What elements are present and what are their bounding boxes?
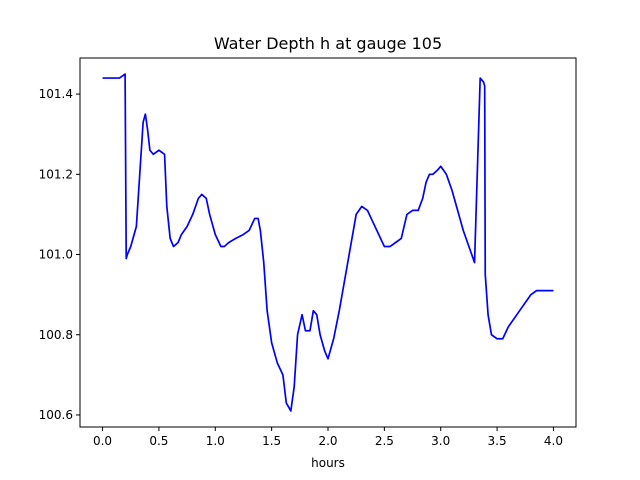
x-tick-label: 0.0: [93, 434, 112, 448]
x-tick-label: 3.0: [431, 434, 450, 448]
y-tick-label: 101.4: [39, 87, 73, 101]
x-tick-label: 2.0: [318, 434, 337, 448]
x-tick-label: 4.0: [544, 434, 563, 448]
x-tick-label: 1.0: [206, 434, 225, 448]
x-tick-label: 1.5: [262, 434, 281, 448]
y-tick-label: 100.6: [39, 408, 73, 422]
x-tick-label: 3.5: [488, 434, 507, 448]
chart-title: Water Depth h at gauge 105: [214, 34, 442, 53]
x-tick-label: 0.5: [149, 434, 168, 448]
y-tick-label: 101.2: [39, 167, 73, 181]
x-axis-label: hours: [311, 456, 345, 470]
y-tick-label: 100.8: [39, 328, 73, 342]
y-tick-label: 101.0: [39, 248, 73, 262]
x-tick-label: 2.5: [375, 434, 394, 448]
series-line-0: [102, 73, 554, 412]
